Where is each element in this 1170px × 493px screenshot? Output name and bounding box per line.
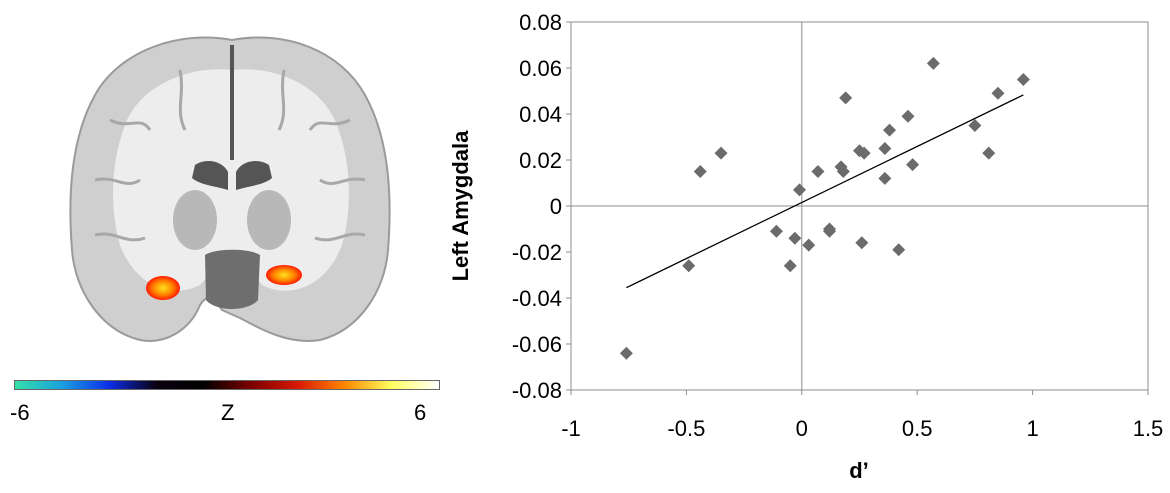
data-point: [811, 165, 825, 178]
sulci: [94, 45, 366, 242]
colorbar: [14, 380, 440, 390]
x-tick-label: 1.5: [1133, 416, 1164, 441]
x-tick-label: -0.5: [667, 416, 705, 441]
data-point: [901, 109, 915, 123]
left-amygdala-activation: [146, 276, 180, 300]
data-point: [693, 165, 707, 178]
trendline: [626, 94, 1024, 289]
data-point: [1016, 73, 1030, 86]
data-point: [619, 346, 633, 360]
data-point: [892, 243, 906, 257]
scatter-chart: 0.08 0.06 0.04 0.02 0 -0.02 -0.04 -0.06 -0.08 -1…: [448, 10, 1164, 483]
data-point: [769, 224, 783, 238]
data-point: [883, 123, 897, 137]
data-point: [991, 86, 1005, 100]
brainstem: [205, 249, 260, 309]
white-matter: [113, 69, 349, 291]
right-amygdala-activation: [266, 265, 302, 285]
ventricles: [192, 160, 272, 190]
data-point: [878, 171, 892, 185]
y-tick-label: 0.02: [519, 148, 562, 173]
y-tick-label: -0.04: [512, 286, 562, 311]
data-point: [857, 146, 871, 160]
data-point: [836, 165, 850, 178]
y-tick-label: 0.06: [519, 56, 562, 81]
basal-ganglia: [173, 190, 291, 250]
coronal-brain-slice: [69, 36, 391, 342]
colorbar-z-label: Z: [221, 400, 235, 425]
brain-figure-panel: -6 Z 6: [0, 0, 450, 488]
x-tick-label: 0.5: [902, 416, 933, 441]
data-point: [968, 119, 982, 132]
data-point: [714, 146, 728, 160]
x-tick-label: 0: [796, 416, 808, 441]
data-point: [802, 238, 816, 252]
data-point: [926, 56, 940, 70]
y-axis-label: Left Amygdala: [448, 130, 473, 282]
y-tick-label: -0.08: [512, 378, 562, 403]
x-axis-label: d’: [849, 458, 869, 483]
y-tick-label: -0.02: [512, 240, 562, 265]
data-point: [839, 91, 853, 105]
y-tick-label: -0.06: [512, 332, 562, 357]
y-tick-label: 0.08: [519, 10, 562, 35]
data-point: [906, 158, 920, 172]
scatter-chart-panel: 0.08 0.06 0.04 0.02 0 -0.02 -0.04 -0.06 -0.08 -1…: [430, 0, 1170, 488]
data-point: [982, 146, 996, 160]
data-point: [855, 236, 869, 250]
data-point: [878, 142, 892, 155]
x-tick-label: -1: [561, 416, 581, 441]
data-point: [682, 259, 696, 273]
y-tick-label: 0: [550, 194, 562, 219]
data-point: [788, 231, 802, 245]
data-point: [783, 259, 797, 273]
y-tick-label: 0.04: [519, 102, 562, 127]
x-tick-label: 1: [1026, 416, 1038, 441]
data-point: [792, 183, 806, 197]
colorbar-min-label: -6: [10, 400, 30, 425]
data-point: [822, 222, 836, 236]
colorbar-max-label: 6: [414, 400, 427, 425]
